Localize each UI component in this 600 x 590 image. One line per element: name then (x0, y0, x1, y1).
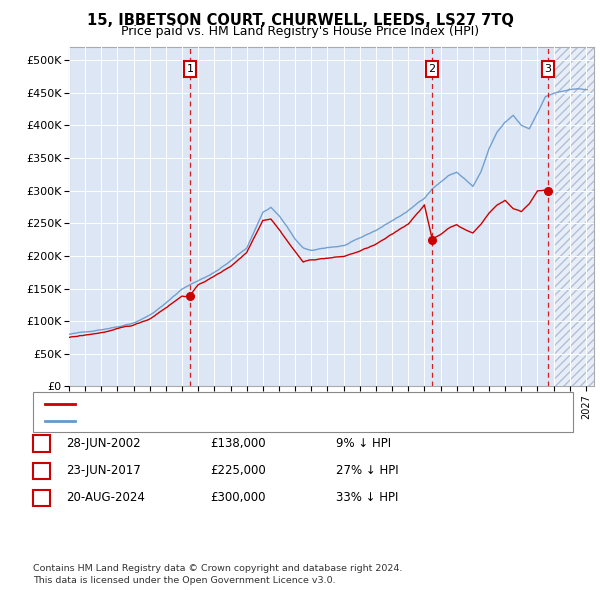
Text: 28-JUN-2002: 28-JUN-2002 (66, 437, 140, 450)
Text: Price paid vs. HM Land Registry's House Price Index (HPI): Price paid vs. HM Land Registry's House … (121, 25, 479, 38)
Text: 3: 3 (544, 64, 551, 74)
Text: Contains HM Land Registry data © Crown copyright and database right 2024.
This d: Contains HM Land Registry data © Crown c… (33, 565, 403, 585)
Text: 1: 1 (38, 437, 45, 450)
Text: 20-AUG-2024: 20-AUG-2024 (66, 491, 145, 504)
Polygon shape (554, 47, 594, 386)
Text: 2: 2 (38, 464, 45, 477)
Text: £300,000: £300,000 (210, 491, 265, 504)
Text: 2: 2 (428, 64, 436, 74)
Text: 15, IBBETSON COURT, CHURWELL, LEEDS, LS27 7TQ (detached house): 15, IBBETSON COURT, CHURWELL, LEEDS, LS2… (80, 399, 466, 409)
Text: 33% ↓ HPI: 33% ↓ HPI (336, 491, 398, 504)
Text: 27% ↓ HPI: 27% ↓ HPI (336, 464, 398, 477)
Text: 9% ↓ HPI: 9% ↓ HPI (336, 437, 391, 450)
Text: 15, IBBETSON COURT, CHURWELL, LEEDS, LS27 7TQ: 15, IBBETSON COURT, CHURWELL, LEEDS, LS2… (86, 13, 514, 28)
Text: £225,000: £225,000 (210, 464, 266, 477)
Text: 3: 3 (38, 491, 45, 504)
Text: 23-JUN-2017: 23-JUN-2017 (66, 464, 141, 477)
Text: 1: 1 (187, 64, 193, 74)
Text: £138,000: £138,000 (210, 437, 266, 450)
Text: HPI: Average price, detached house, Leeds: HPI: Average price, detached house, Leed… (80, 415, 314, 425)
